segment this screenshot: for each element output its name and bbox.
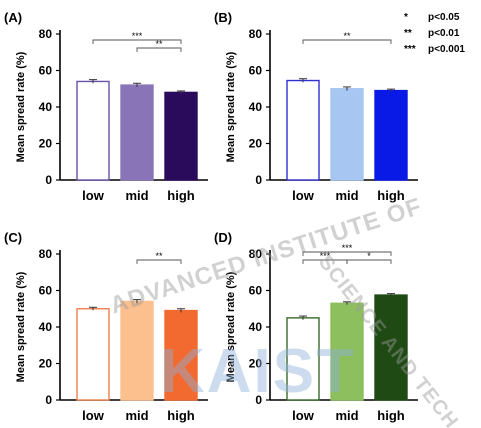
y-tick-label: 40 — [249, 320, 263, 334]
x-tick-label: low — [82, 408, 105, 423]
x-tick-label: mid — [125, 408, 148, 423]
legend-symbol: *** — [404, 44, 416, 55]
y-tick-label: 20 — [249, 137, 263, 151]
y-tick-label: 60 — [39, 64, 53, 78]
x-tick-label: high — [167, 408, 194, 423]
significance-label: ** — [343, 31, 351, 41]
bar — [330, 302, 364, 401]
bar — [286, 317, 320, 401]
panel-label: (A) — [4, 10, 22, 25]
bar — [164, 309, 198, 401]
significance-label: *** — [342, 243, 353, 253]
y-tick-label: 0 — [255, 393, 262, 407]
significance-bracket — [302, 251, 392, 256]
significance-label: *** — [320, 251, 331, 261]
legend-symbol: * — [404, 12, 408, 23]
significance-label: ** — [155, 39, 163, 49]
y-tick-label: 20 — [249, 357, 263, 371]
bar — [374, 294, 408, 401]
y-tick-label: 80 — [249, 247, 263, 261]
x-tick-label: low — [292, 408, 315, 423]
y-tick-label: 80 — [249, 27, 263, 41]
bar — [76, 80, 110, 181]
y-tick-label: 80 — [39, 27, 53, 41]
x-tick-label: mid — [125, 188, 148, 203]
y-axis-label: Mean spread rate (%) — [225, 271, 237, 382]
panel-label: (D) — [214, 230, 232, 245]
y-tick-label: 40 — [39, 320, 53, 334]
y-axis-label: Mean spread rate (%) — [15, 51, 27, 162]
legend-label: p<0.001 — [428, 44, 465, 55]
bar — [286, 79, 320, 181]
y-tick-label: 60 — [249, 64, 263, 78]
y-tick-label: 20 — [39, 137, 53, 151]
x-tick-label: low — [292, 188, 315, 203]
y-tick-label: 40 — [39, 100, 53, 114]
chart-panel: (D) Mean spread rate (%) 0 20 40 60 80 low mid hi… — [214, 230, 418, 423]
x-tick-label: high — [377, 408, 404, 423]
bar — [374, 89, 408, 181]
chart-panel: (A) Mean spread rate (%) 0 20 40 60 80 low mid hi… — [4, 10, 208, 203]
y-tick-label: 0 — [255, 173, 262, 187]
y-tick-label: 0 — [45, 393, 52, 407]
y-tick-label: 80 — [39, 247, 53, 261]
legend-symbol: ** — [404, 28, 412, 39]
significance-label: * — [367, 251, 371, 261]
significance-label: *** — [132, 31, 143, 41]
y-axis-label: Mean spread rate (%) — [15, 271, 27, 382]
bar — [120, 300, 154, 401]
legend-label: p<0.01 — [428, 28, 460, 39]
significance-bracket — [92, 39, 182, 44]
significance-bracket — [302, 39, 392, 44]
bar — [76, 308, 110, 401]
bar — [120, 84, 154, 181]
watermark: ADVANCED INSTITUTE OF SCIENCE AND TECH K… — [107, 193, 463, 428]
chart-panel: (C) Mean spread rate (%) 0 20 40 60 80 low mid hi… — [4, 230, 208, 423]
significance-bracket — [136, 259, 182, 264]
y-axis-label: Mean spread rate (%) — [225, 51, 237, 162]
x-tick-label: high — [377, 188, 404, 203]
significance-label: ** — [155, 251, 163, 261]
legend-label: p<0.05 — [428, 12, 460, 23]
y-tick-label: 60 — [39, 284, 53, 298]
watermark-main: KAIST — [160, 337, 356, 406]
significance-bracket — [136, 47, 182, 52]
y-tick-label: 40 — [249, 100, 263, 114]
bar — [330, 88, 364, 181]
bar — [164, 91, 198, 181]
panel-label: (C) — [4, 230, 22, 245]
x-tick-label: mid — [335, 408, 358, 423]
significance-legend: * p<0.05 ** p<0.01 *** p<0.001 — [404, 12, 465, 55]
x-tick-label: mid — [335, 188, 358, 203]
y-tick-label: 60 — [249, 284, 263, 298]
y-tick-label: 20 — [39, 357, 53, 371]
y-tick-label: 0 — [45, 173, 52, 187]
significance-bracket — [346, 259, 392, 264]
chart-panel: (B) Mean spread rate (%) 0 20 40 60 80 low mid hi… — [214, 10, 418, 203]
x-tick-label: low — [82, 188, 105, 203]
panel-label: (B) — [214, 10, 232, 25]
x-tick-label: high — [167, 188, 194, 203]
